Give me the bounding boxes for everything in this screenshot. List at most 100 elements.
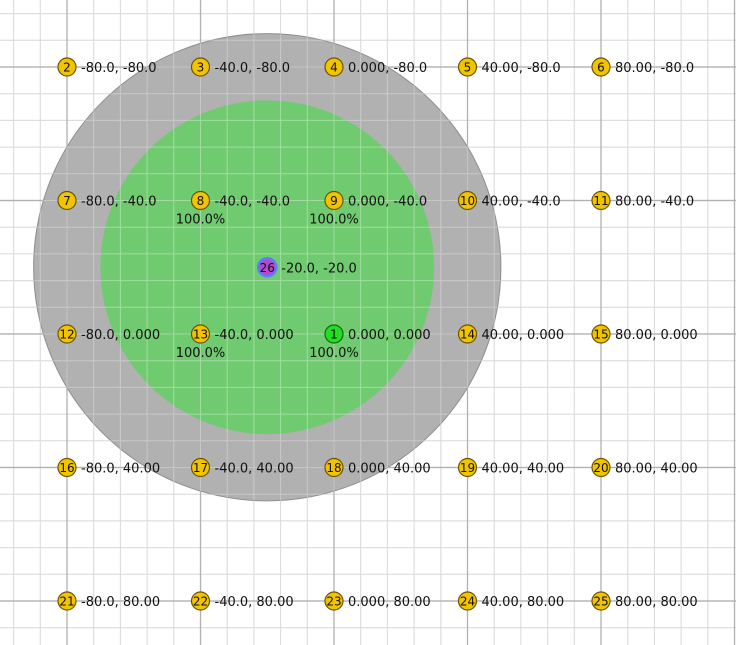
node-marker[interactable] xyxy=(190,190,211,211)
node-number: 13 xyxy=(193,328,208,342)
node-8[interactable]: 8 -40.0, -40.0 100.0% xyxy=(176,190,291,228)
node-coordinate-label: -80.0, -40.0 xyxy=(81,195,157,210)
node-number: 12 xyxy=(59,328,74,342)
node-marker[interactable] xyxy=(324,591,344,611)
node-15[interactable]: 15 80.00, 0.000 xyxy=(591,324,698,344)
node-number: 26 xyxy=(260,261,275,275)
node-7[interactable]: 7 -80.0, -40.0 xyxy=(57,190,157,211)
node-18[interactable]: 18 0.000, 40.00 xyxy=(324,457,431,478)
node-3[interactable]: 3 -40.0, -80.0 xyxy=(190,57,291,77)
node-4[interactable]: 4 0.000, -80.0 xyxy=(324,57,427,77)
node-24[interactable]: 24 40.00, 80.00 xyxy=(457,591,565,611)
node-coordinate-label: -80.0, 80.00 xyxy=(81,595,160,610)
node-coordinate-label: -80.0, 40.00 xyxy=(81,462,160,477)
node-coordinate-label: -40.0, 80.00 xyxy=(215,595,294,610)
node-marker[interactable] xyxy=(324,324,344,344)
node-marker[interactable] xyxy=(190,324,211,344)
node-number: 25 xyxy=(593,595,608,609)
node-marker[interactable] xyxy=(457,324,478,344)
node-marker[interactable] xyxy=(324,457,344,478)
node-number: 24 xyxy=(460,595,475,609)
node-marker[interactable] xyxy=(324,190,344,211)
node-marker[interactable] xyxy=(57,591,77,611)
node-marker[interactable] xyxy=(190,591,211,611)
node-coordinate-label: 0.000, 80.00 xyxy=(348,595,431,610)
node-19[interactable]: 19 40.00, 40.00 xyxy=(457,457,565,478)
node-marker[interactable] xyxy=(190,57,211,77)
node-number: 22 xyxy=(193,595,208,609)
node-number: 7 xyxy=(63,194,71,208)
node-number: 17 xyxy=(193,461,208,475)
node-marker[interactable] xyxy=(57,457,77,478)
node-number: 5 xyxy=(464,61,472,75)
node-22[interactable]: 22 -40.0, 80.00 xyxy=(190,591,294,611)
node-number: 18 xyxy=(326,461,341,475)
node-coordinate-label: -40.0, -40.0 xyxy=(215,195,291,210)
node-marker[interactable] xyxy=(591,457,611,478)
node-11[interactable]: 11 80.00, -40.0 xyxy=(591,190,694,211)
node-coordinate-label: 80.00, -80.0 xyxy=(615,61,694,76)
node-26[interactable]: 26 -20.0, -20.0 xyxy=(257,257,357,278)
node-number: 20 xyxy=(593,461,608,475)
node-marker[interactable] xyxy=(457,190,478,211)
node-coordinate-label: 80.00, 0.000 xyxy=(615,328,698,343)
node-coordinate-label: -20.0, -20.0 xyxy=(281,261,357,276)
node-marker[interactable] xyxy=(57,190,77,211)
node-percentage-label: 100.0% xyxy=(176,346,226,361)
node-1[interactable]: 1 0.000, 0.000 100.0% xyxy=(309,324,431,361)
node-23[interactable]: 23 0.000, 80.00 xyxy=(324,591,431,611)
node-number: 23 xyxy=(326,595,341,609)
node-coordinate-label: 40.00, -40.0 xyxy=(482,195,561,210)
node-coordinate-label: -80.0, 0.000 xyxy=(81,328,160,343)
node-coordinate-label: -80.0, -80.0 xyxy=(81,61,157,76)
node-number: 2 xyxy=(63,61,71,75)
node-marker[interactable] xyxy=(57,57,77,77)
node-2[interactable]: 2 -80.0, -80.0 xyxy=(57,57,157,77)
node-marker[interactable] xyxy=(457,57,478,77)
node-marker[interactable] xyxy=(457,591,478,611)
node-coordinate-label: 80.00, -40.0 xyxy=(615,195,694,210)
node-17[interactable]: 17 -40.0, 40.00 xyxy=(190,457,294,478)
node-marker[interactable] xyxy=(591,57,611,77)
node-marker[interactable] xyxy=(190,457,211,478)
node-marker[interactable] xyxy=(591,591,611,611)
node-5[interactable]: 5 40.00, -80.0 xyxy=(457,57,561,77)
node-14[interactable]: 14 40.00, 0.000 xyxy=(457,324,565,344)
nodes: 1 0.000, 0.000 100.0% 2 -80.0, -80.0 3 -40.0, … xyxy=(57,57,698,611)
node-coordinate-label: 40.00, 80.00 xyxy=(482,595,565,610)
node-10[interactable]: 10 40.00, -40.0 xyxy=(457,190,561,211)
node-12[interactable]: 12 -80.0, 0.000 xyxy=(57,324,160,344)
node-coordinate-label: 40.00, 40.00 xyxy=(482,462,565,477)
node-number: 21 xyxy=(59,595,74,609)
node-marker[interactable] xyxy=(57,324,77,344)
node-marker[interactable] xyxy=(591,324,611,344)
node-6[interactable]: 6 80.00, -80.0 xyxy=(591,57,694,77)
node-marker[interactable] xyxy=(457,457,478,478)
node-20[interactable]: 20 80.00, 40.00 xyxy=(591,457,698,478)
node-marker[interactable] xyxy=(257,257,278,278)
node-number: 15 xyxy=(593,328,608,342)
node-coordinate-label: -40.0, -80.0 xyxy=(215,61,291,76)
node-9[interactable]: 9 0.000, -40.0 100.0% xyxy=(309,190,427,228)
node-coordinate-label: 40.00, 0.000 xyxy=(482,328,565,343)
node-21[interactable]: 21 -80.0, 80.00 xyxy=(57,591,160,611)
node-coordinate-label: 0.000, -80.0 xyxy=(348,61,427,76)
node-coordinate-label: 80.00, 40.00 xyxy=(615,462,698,477)
node-marker[interactable] xyxy=(324,57,344,77)
node-coordinate-label: 40.00, -80.0 xyxy=(482,61,561,76)
node-percentage-label: 100.0% xyxy=(309,346,359,361)
node-number: 9 xyxy=(330,194,338,208)
node-25[interactable]: 25 80.00, 80.00 xyxy=(591,591,698,611)
node-marker[interactable] xyxy=(591,190,611,211)
node-number: 8 xyxy=(197,194,205,208)
node-coordinate-label: 80.00, 80.00 xyxy=(615,595,698,610)
node-13[interactable]: 13 -40.0, 0.000 100.0% xyxy=(176,324,294,361)
node-coordinate-label: 0.000, 40.00 xyxy=(348,462,431,477)
node-number: 10 xyxy=(460,194,475,208)
node-number: 1 xyxy=(330,328,338,342)
node-16[interactable]: 16 -80.0, 40.00 xyxy=(57,457,160,478)
